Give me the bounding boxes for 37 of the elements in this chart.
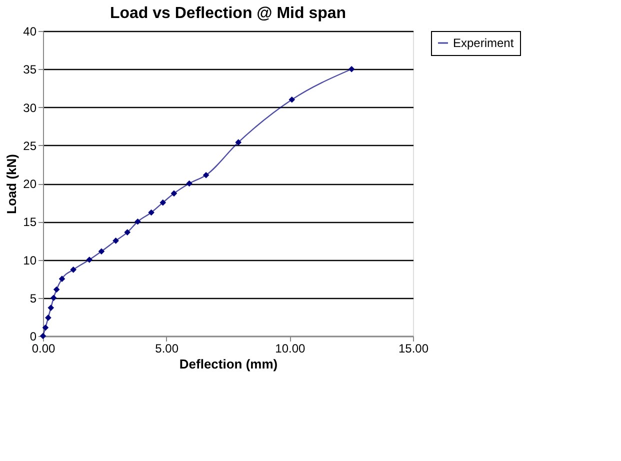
y-tick-label: 40 — [23, 24, 37, 38]
y-tick-label: 0 — [30, 330, 37, 344]
point — [53, 286, 60, 293]
point — [45, 314, 52, 321]
point — [348, 66, 355, 72]
point — [98, 248, 105, 255]
x-axis-title: Deflection (mm) — [179, 356, 278, 372]
y-tick-label: 10 — [23, 253, 37, 268]
x-tick-label: 0.00 — [32, 342, 56, 356]
point — [202, 172, 210, 178]
point — [186, 180, 192, 187]
legend-label: Experiment — [453, 36, 514, 50]
y-tick-label: 30 — [23, 100, 37, 115]
point — [42, 324, 49, 331]
point — [70, 266, 76, 273]
point — [124, 229, 131, 236]
y-tick-label: 25 — [23, 138, 37, 153]
point — [86, 256, 93, 263]
x-tick-label: 15.00 — [398, 342, 429, 356]
point — [48, 304, 54, 311]
x-tick-label: 5.00 — [155, 342, 179, 356]
chart-title: Load vs Deflection @ Mid span — [110, 5, 346, 22]
y-tick-label: 35 — [23, 62, 37, 77]
point — [112, 238, 119, 244]
point — [148, 209, 154, 216]
x-tick-label: 10.00 — [275, 342, 306, 356]
y-axis-title: Load (kN) — [4, 154, 20, 214]
point — [50, 294, 57, 302]
point — [160, 199, 166, 206]
y-tick-label: 5 — [30, 291, 37, 306]
point — [134, 218, 141, 225]
point — [288, 96, 296, 103]
y-tick-label: 20 — [23, 177, 37, 191]
y-tick-label: 15 — [23, 215, 37, 230]
point — [235, 139, 242, 146]
point — [58, 276, 66, 282]
point — [170, 190, 178, 197]
